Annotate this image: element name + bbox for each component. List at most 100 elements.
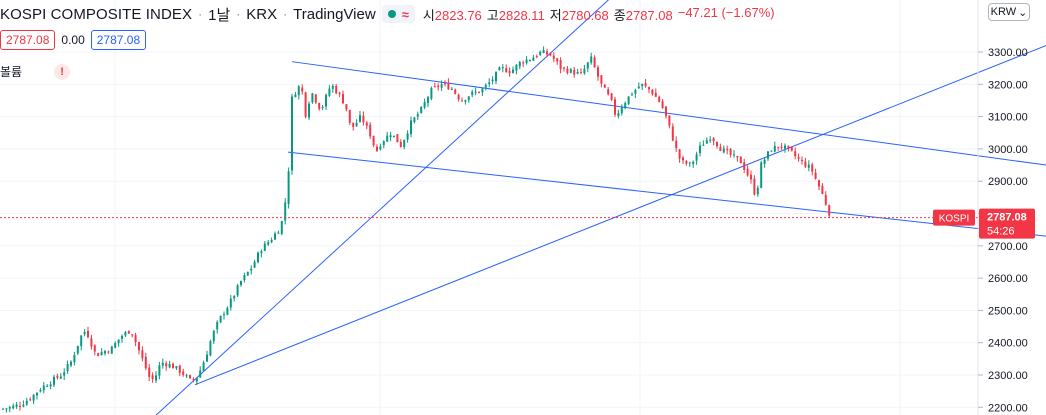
candle-body — [467, 96, 470, 101]
candle-body — [175, 366, 178, 369]
candle-body — [325, 94, 327, 107]
candle-body — [597, 67, 599, 77]
candle-body — [202, 362, 205, 372]
warning-icon[interactable]: ! — [54, 63, 71, 80]
candle-body — [716, 142, 718, 147]
market-open-icon — [387, 10, 396, 18]
open-label: 시 — [422, 7, 435, 23]
candle-body — [719, 146, 722, 151]
candle-body — [709, 139, 712, 141]
candle-body — [250, 268, 253, 271]
candle-body — [733, 154, 735, 156]
candle-body — [518, 61, 521, 67]
candle-body — [505, 67, 508, 73]
candle-body — [722, 148, 725, 153]
axis-tick-label: 3100.00 — [988, 112, 1028, 124]
candle-body — [291, 96, 293, 171]
candle-body — [478, 91, 480, 93]
candle-body — [348, 109, 351, 123]
candle-body — [801, 160, 803, 162]
candle-body — [767, 151, 769, 159]
candle-body — [573, 69, 576, 75]
symbol-title[interactable]: KOSPI COMPOSITE INDEX — [0, 5, 193, 23]
price-badge-bg — [979, 208, 1035, 239]
candle-body — [824, 194, 827, 205]
candle-body — [607, 89, 610, 95]
candle-body — [750, 174, 752, 180]
volume-label: 볼륨 — [0, 65, 23, 79]
candle-body — [580, 71, 582, 73]
candle-body — [423, 102, 426, 108]
price-value-box: 2787.08 — [0, 30, 56, 50]
candle-body — [168, 363, 171, 368]
candle-body — [318, 103, 321, 109]
candle-body — [450, 88, 453, 90]
axis-tick-label: 2700.00 — [988, 241, 1028, 253]
axis-tick-label: 3000.00 — [988, 144, 1028, 156]
candle-body — [525, 59, 528, 64]
market-status[interactable]: ≈ — [381, 5, 415, 23]
candle-body — [29, 399, 32, 401]
candle-body — [80, 335, 83, 347]
candle-body — [389, 135, 392, 138]
candle-body — [440, 84, 443, 88]
candle-body — [161, 362, 164, 366]
candle-body — [644, 83, 647, 87]
axis-tick-label: 2400.00 — [988, 338, 1028, 350]
candle-body — [338, 92, 341, 94]
open-value: 2823.76 — [434, 7, 482, 23]
candle-body — [811, 164, 814, 172]
candle-body — [53, 376, 55, 385]
candle-body — [76, 345, 79, 354]
candle-body — [195, 377, 198, 382]
candle-body — [512, 69, 514, 74]
candle-body — [515, 64, 518, 71]
candle-body — [345, 104, 348, 110]
candle-body — [821, 185, 824, 194]
candle-body — [355, 122, 358, 127]
candle-body — [308, 103, 310, 118]
candle-body — [416, 114, 419, 117]
price-badge: KOSPI 2787.08 54:26 — [933, 208, 1035, 239]
candle-body — [464, 100, 467, 102]
candle-body — [257, 252, 259, 263]
candle-body — [685, 161, 688, 164]
candle-body — [314, 94, 317, 103]
currency-label: KRW — [990, 6, 1017, 18]
candle-body — [117, 339, 120, 344]
candle-body — [403, 139, 406, 148]
candle-body — [535, 56, 538, 58]
candle-body — [63, 372, 66, 376]
axis-tick-label: 3200.00 — [988, 79, 1028, 91]
volume-row[interactable]: 볼륨 ! — [0, 63, 71, 80]
candle-body — [399, 142, 402, 148]
change-value: −47.21 (−1.67%) — [677, 4, 775, 20]
candle-body — [736, 155, 739, 158]
candle-body — [461, 100, 463, 102]
candle-body — [631, 94, 633, 96]
candle-body — [335, 85, 338, 94]
candle-body — [569, 69, 572, 73]
separator-dot: · — [198, 7, 203, 21]
candle-body — [42, 385, 45, 391]
candle-body — [131, 334, 134, 336]
candle-body — [753, 178, 756, 195]
candle-body — [784, 145, 786, 149]
candle-body — [229, 298, 232, 308]
currency-selector[interactable]: KRW ⌄ — [988, 3, 1030, 21]
candle-body — [263, 243, 266, 251]
candle-body — [624, 103, 627, 109]
candle-body — [780, 146, 783, 148]
high-value: 2828.11 — [498, 7, 545, 23]
candle-body — [59, 376, 62, 379]
candle-body — [97, 353, 100, 357]
candle-body — [627, 96, 630, 105]
candle-body — [427, 97, 429, 103]
interval-label[interactable]: 1날 — [208, 6, 231, 24]
candle-body — [362, 115, 365, 123]
candle-body — [382, 141, 385, 146]
candle-body — [124, 332, 127, 336]
candle-body — [246, 271, 249, 276]
candle-body — [369, 124, 372, 137]
